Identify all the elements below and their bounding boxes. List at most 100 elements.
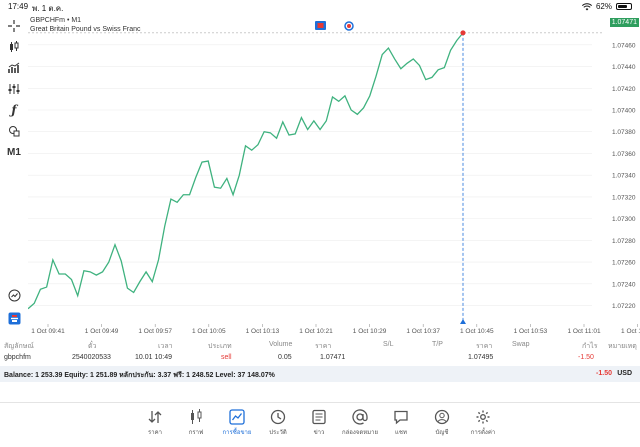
nav-chat[interactable]: แชท bbox=[381, 409, 421, 437]
battery-percent: 62% bbox=[595, 2, 612, 11]
nav-label: กล่องจดหมาย bbox=[341, 430, 379, 436]
balance-text: Balance: 1 253.39 Equity: 1 251.89 หลักป… bbox=[4, 372, 275, 379]
nav-account[interactable]: บัญชี bbox=[422, 409, 462, 437]
nav-label: การตั้งค่า bbox=[470, 430, 496, 436]
y-tick-label: 1.07420 bbox=[612, 86, 636, 93]
target-marker-icon[interactable] bbox=[344, 21, 354, 31]
y-tick-label: 1.07380 bbox=[612, 129, 636, 136]
y-tick-label: 1.07240 bbox=[612, 281, 636, 288]
nav-chart[interactable]: กราฟ bbox=[176, 409, 216, 437]
y-tick-label: 1.07280 bbox=[612, 238, 636, 245]
nav-label: แชท bbox=[395, 430, 407, 436]
chart-toolbar: ƒ M1 bbox=[0, 14, 28, 339]
nav-label: ประวัติ bbox=[269, 430, 287, 436]
row-volume: 0.05 bbox=[278, 354, 292, 361]
nav-quotes[interactable]: ราคา bbox=[135, 409, 175, 437]
column-header: Swap bbox=[512, 341, 530, 348]
y-tick-label: 1.07460 bbox=[612, 42, 636, 49]
y-tick-label: 1.07320 bbox=[612, 194, 636, 201]
history-icon bbox=[270, 409, 286, 425]
nav-news[interactable]: ข่าว bbox=[299, 409, 339, 437]
wifi-icon bbox=[581, 2, 592, 10]
row-current-price: 1.07495 bbox=[468, 354, 494, 361]
x-tick-label: 1 Oct 10:37 bbox=[406, 328, 440, 335]
price-line bbox=[28, 32, 464, 310]
x-tick-label: 1 Oct 09:49 bbox=[85, 328, 119, 335]
row-open-price: 1.07471 bbox=[320, 354, 346, 361]
column-header: S/L bbox=[383, 341, 394, 348]
y-tick-label: 1.07260 bbox=[612, 260, 636, 267]
row-profit: -1.50 bbox=[578, 354, 594, 361]
settings-sliders-icon[interactable] bbox=[6, 81, 22, 97]
nav-label: บัญชี bbox=[435, 430, 449, 436]
current-price-tag: 1.07471 bbox=[609, 18, 639, 27]
column-header: ตั๋ว bbox=[88, 343, 97, 350]
mailbox-icon bbox=[352, 409, 368, 425]
x-tick-label: 1 Oct 10:53 bbox=[514, 328, 548, 335]
time-marker bbox=[460, 319, 466, 324]
row-type: sell bbox=[221, 354, 232, 361]
status-bar: 17:49 พ. 1 ต.ค. 62% bbox=[0, 0, 640, 14]
trade-icon bbox=[229, 409, 245, 425]
trade-level-markers[interactable] bbox=[315, 21, 354, 31]
function-icon[interactable]: ƒ bbox=[11, 103, 17, 117]
row-time: 10.01 10:49 bbox=[135, 354, 172, 361]
one-click-trading-icon[interactable] bbox=[6, 310, 22, 326]
nav-history[interactable]: ประวัติ bbox=[258, 409, 298, 437]
zoom-icon[interactable] bbox=[6, 287, 22, 303]
x-tick-label: 1 Oct 11:01 bbox=[567, 328, 601, 335]
timeframe-label: • M1 bbox=[66, 17, 82, 24]
objects-icon[interactable] bbox=[6, 123, 22, 139]
x-tick-label: 1 Oct 10:05 bbox=[192, 328, 226, 335]
nav-label: การซื้อขาย bbox=[222, 430, 252, 436]
chart-type-icon[interactable] bbox=[6, 39, 22, 55]
quotes-icon bbox=[148, 411, 162, 423]
nav-label: ราคา bbox=[148, 430, 162, 436]
x-tick-label: 1 Oct 10:45 bbox=[460, 328, 494, 335]
battery-icon bbox=[616, 3, 632, 10]
status-right: 62% bbox=[581, 2, 632, 11]
indicators-icon[interactable] bbox=[6, 60, 22, 76]
y-tick-label: 1.07220 bbox=[612, 303, 636, 310]
symbol-description: Great Britain Pound vs Swiss Franc bbox=[30, 26, 141, 33]
x-tick-label: 1 Oct 10:29 bbox=[353, 328, 387, 335]
y-tick-label: 1.07400 bbox=[612, 107, 636, 114]
row-symbol: gbpchfm bbox=[4, 354, 31, 361]
currency-label: USD bbox=[617, 370, 632, 377]
row-ticket: 2540020533 bbox=[72, 354, 111, 361]
account-icon bbox=[434, 409, 450, 425]
settings-icon bbox=[476, 410, 490, 424]
price-chart[interactable]: 1.07460 1.07440 1.07420 1.07400 1.07380 1.073… bbox=[28, 14, 640, 339]
chart-canvas[interactable]: 1.07460 1.07440 1.07420 1.07400 1.07380 1.073… bbox=[28, 14, 640, 339]
column-header: T/P bbox=[432, 341, 443, 348]
total-profit: -1.50 bbox=[596, 370, 612, 377]
y-tick-label: 1.07300 bbox=[612, 216, 636, 223]
x-tick-label: 1 Oct 10:13 bbox=[246, 328, 280, 335]
news-icon bbox=[312, 409, 326, 425]
last-price-marker bbox=[460, 30, 466, 36]
column-header: ราคา bbox=[315, 343, 332, 350]
chart-candles-icon bbox=[191, 409, 202, 424]
date: พ. 1 ต.ค. bbox=[32, 4, 64, 13]
x-tick-label: 1 Oct 10:21 bbox=[299, 328, 333, 335]
column-header: ประเภท bbox=[208, 343, 232, 350]
table-row[interactable]: gbpchfm 2540020533 10.01 10:49 sell 0.05… bbox=[0, 352, 640, 365]
bottom-nav: ราคา กราฟ การซื้อขาย ประวัติ ข่าว กล่องจ… bbox=[0, 402, 640, 447]
sell-marker-icon[interactable] bbox=[315, 21, 326, 30]
chat-icon bbox=[394, 410, 408, 425]
y-tick-label: 1.07340 bbox=[612, 173, 636, 180]
crosshair-icon[interactable] bbox=[6, 18, 22, 34]
timeframe-button[interactable]: M1 bbox=[7, 146, 21, 158]
nav-trade[interactable]: การซื้อขาย bbox=[217, 409, 257, 437]
balance-bar: Balance: 1 253.39 Equity: 1 251.89 หลักป… bbox=[0, 366, 640, 382]
column-header: กำไร bbox=[582, 343, 598, 350]
trade-table-header: สัญลักษณ์ ตั๋ว เวลา ประเภท Volume ราคา S/L T/P ร… bbox=[0, 339, 640, 351]
nav-settings[interactable]: การตั้งค่า bbox=[463, 409, 503, 437]
x-tick-label: 1 Oct 09:41 bbox=[31, 328, 65, 335]
y-tick-label: 1.07440 bbox=[612, 64, 636, 71]
column-header: สัญลักษณ์ bbox=[4, 343, 34, 350]
column-header: เวลา bbox=[158, 343, 173, 350]
nav-label: ข่าว bbox=[313, 430, 325, 436]
y-tick-label: 1.07360 bbox=[612, 151, 636, 158]
nav-mailbox[interactable]: กล่องจดหมาย bbox=[340, 409, 380, 437]
